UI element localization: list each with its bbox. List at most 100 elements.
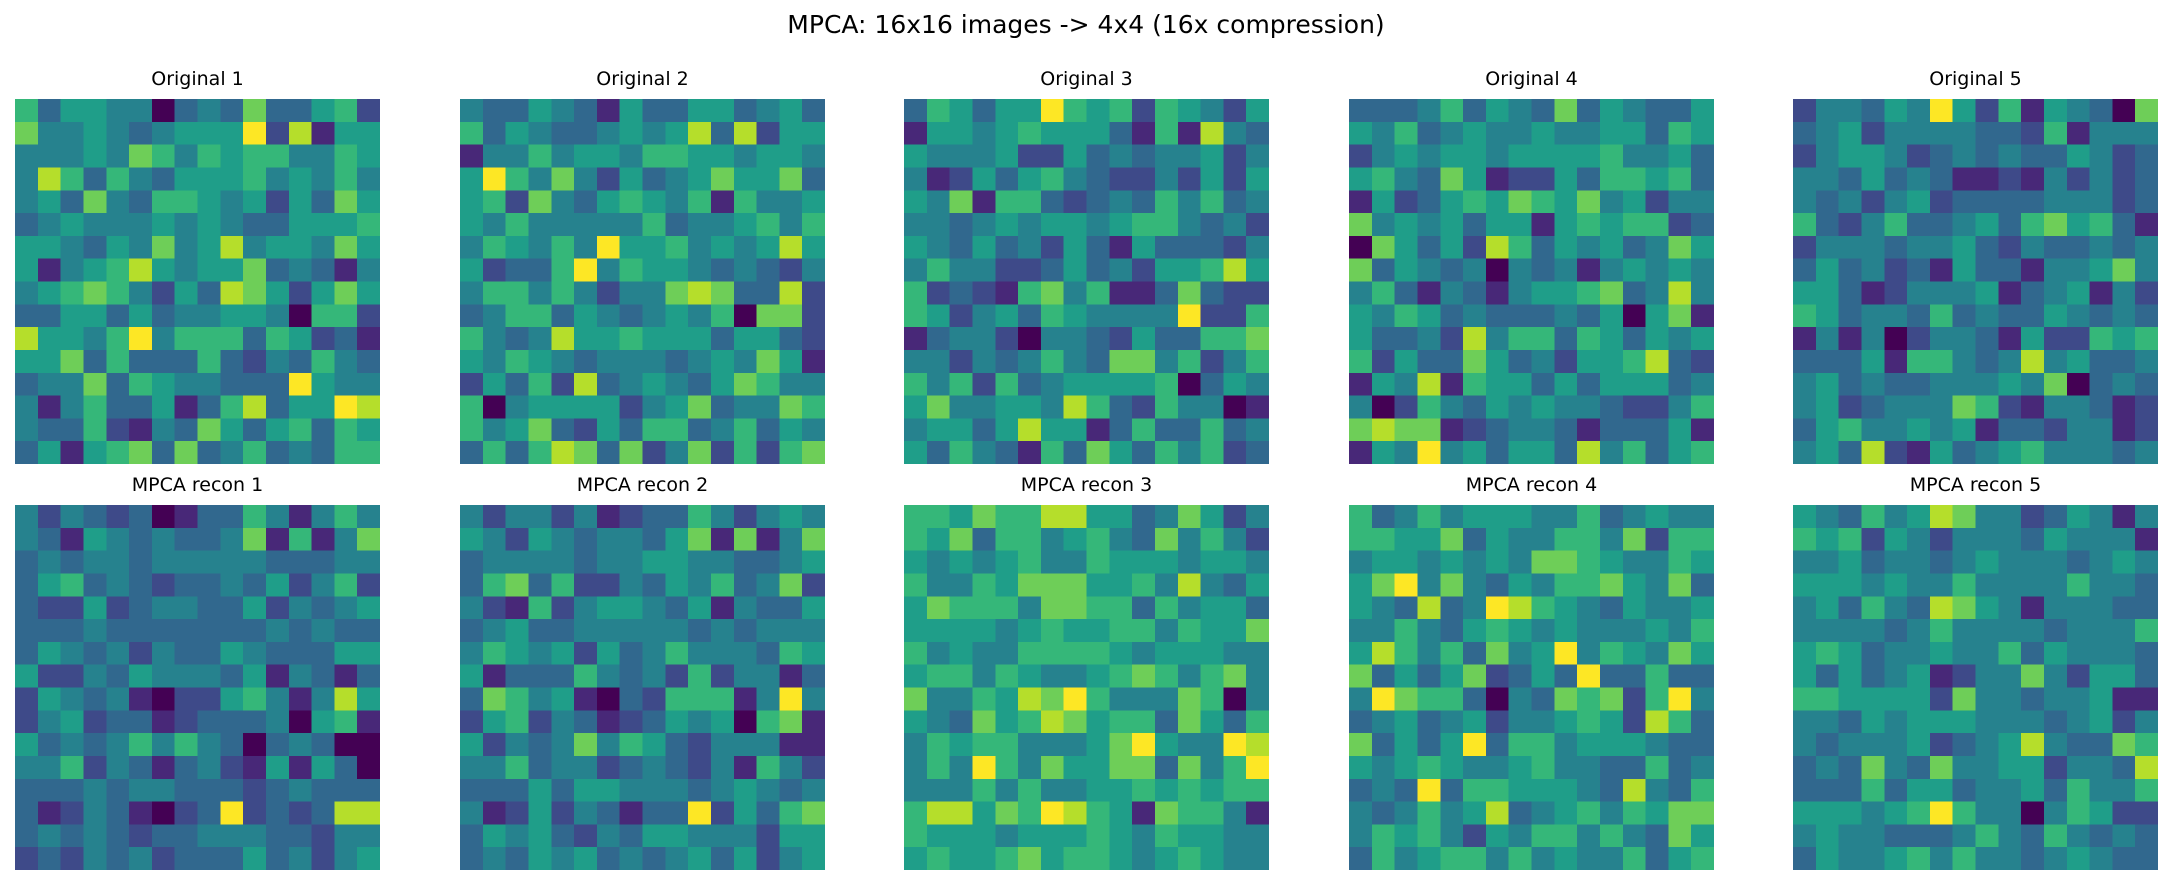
heatmap-cell	[1109, 733, 1133, 757]
heatmap-cell	[1668, 395, 1692, 419]
heatmap-cell	[1668, 505, 1692, 529]
heatmap-cell	[1223, 144, 1247, 169]
heatmap-cell	[482, 573, 507, 597]
heatmap-cell	[106, 596, 130, 620]
heatmap-cell	[1907, 755, 1931, 780]
heatmap-cell	[528, 121, 552, 146]
heatmap-cell	[1417, 304, 1441, 328]
heatmap-cell	[482, 281, 507, 305]
heatmap-cell	[596, 778, 621, 803]
heatmap-cell	[2066, 167, 2091, 191]
heatmap-cell	[1554, 258, 1578, 283]
heatmap-cell	[288, 824, 313, 848]
heatmap-cell	[1440, 213, 1464, 237]
heatmap-cell	[1018, 418, 1042, 442]
heatmap-cell	[551, 778, 575, 803]
heatmap-cell	[1691, 258, 1714, 283]
heatmap-cell	[220, 733, 244, 757]
heatmap-cell	[1861, 641, 1885, 666]
heatmap-cell	[1907, 441, 1931, 464]
heatmap-cell	[1349, 619, 1373, 643]
heatmap-cell	[1246, 327, 1269, 351]
heatmap-cell	[1371, 395, 1396, 419]
heatmap-cell	[1861, 550, 1885, 575]
heatmap-cell	[1109, 327, 1133, 351]
heatmap-cell	[174, 573, 199, 597]
heatmap-cell	[505, 505, 530, 529]
heatmap-cell	[1132, 801, 1156, 825]
heatmap-cell	[37, 847, 62, 870]
heatmap-cell	[311, 710, 335, 734]
heatmap-cell	[710, 144, 735, 169]
heatmap-cell	[528, 619, 552, 643]
heatmap-cell	[1975, 327, 1999, 351]
heatmap-cell	[779, 304, 803, 328]
heatmap-cell	[460, 395, 484, 419]
heatmap-cell	[2021, 573, 2045, 597]
heatmap-cell	[756, 573, 780, 597]
heatmap-cell	[1998, 418, 2022, 442]
heatmap-cell	[357, 824, 380, 848]
heatmap-cell	[83, 144, 107, 169]
heatmap-cell	[1838, 619, 1863, 643]
heatmap-cell	[995, 281, 1019, 305]
heatmap-cell	[904, 213, 928, 237]
heatmap-cell	[2135, 596, 2158, 620]
heatmap-cell	[1793, 281, 1817, 305]
heatmap-cell	[1132, 441, 1156, 464]
heatmap-cell	[1371, 258, 1396, 283]
heatmap-cell	[619, 121, 644, 146]
heatmap-cell	[1577, 755, 1601, 780]
heatmap-cell	[83, 213, 107, 237]
heatmap-cell	[2066, 505, 2091, 529]
heatmap-cell	[505, 847, 530, 870]
heatmap-cell	[1554, 99, 1578, 123]
heatmap-cell	[995, 847, 1019, 870]
heatmap-cell	[642, 235, 666, 260]
heatmap-cell	[779, 573, 803, 597]
heatmap-cell	[288, 573, 313, 597]
heatmap-cell	[60, 664, 85, 689]
heatmap-cell	[37, 304, 62, 328]
heatmap-cell	[2043, 349, 2068, 374]
heatmap-cell	[174, 395, 199, 419]
heatmap-cell	[1463, 281, 1487, 305]
heatmap-cell	[460, 664, 484, 689]
heatmap-cell	[1154, 755, 1179, 780]
heatmap-cell	[1200, 641, 1224, 666]
heatmap-cell	[995, 733, 1019, 757]
heatmap-cell	[1417, 527, 1441, 552]
heatmap-cell	[1531, 235, 1555, 260]
heatmap-cell	[1975, 619, 1999, 643]
heatmap-cell	[1907, 641, 1931, 666]
heatmap-cell	[1200, 213, 1224, 237]
heatmap-cell	[1508, 527, 1533, 552]
heatmap-cell	[37, 573, 62, 597]
heatmap-cell	[1668, 733, 1692, 757]
heatmap-cell	[972, 505, 996, 529]
heatmap-cell	[1838, 505, 1863, 529]
heatmap-cell	[129, 167, 153, 191]
heatmap-cell	[1838, 99, 1863, 123]
heatmap-cell	[1440, 441, 1464, 464]
heatmap-cell	[243, 190, 267, 214]
heatmap-cell	[37, 733, 62, 757]
heatmap-cell	[1177, 550, 1202, 575]
heatmap-cell	[1577, 778, 1601, 803]
heatmap-cell	[1577, 733, 1601, 757]
heatmap-cell	[1223, 733, 1247, 757]
heatmap-cell	[733, 619, 758, 643]
heatmap-cell	[60, 550, 85, 575]
heatmap-cell	[1691, 372, 1714, 397]
heatmap-cell	[756, 596, 780, 620]
heatmap-cell	[802, 349, 825, 374]
heatmap-cell	[2135, 573, 2158, 597]
heatmap-cell	[1154, 687, 1179, 711]
heatmap-cell	[802, 641, 825, 666]
heatmap-cell	[60, 144, 85, 169]
heatmap-cell	[665, 596, 689, 620]
heatmap-cell	[904, 755, 928, 780]
heatmap-cell	[1645, 687, 1669, 711]
heatmap-cell	[197, 710, 221, 734]
heatmap-cell	[1884, 596, 1908, 620]
